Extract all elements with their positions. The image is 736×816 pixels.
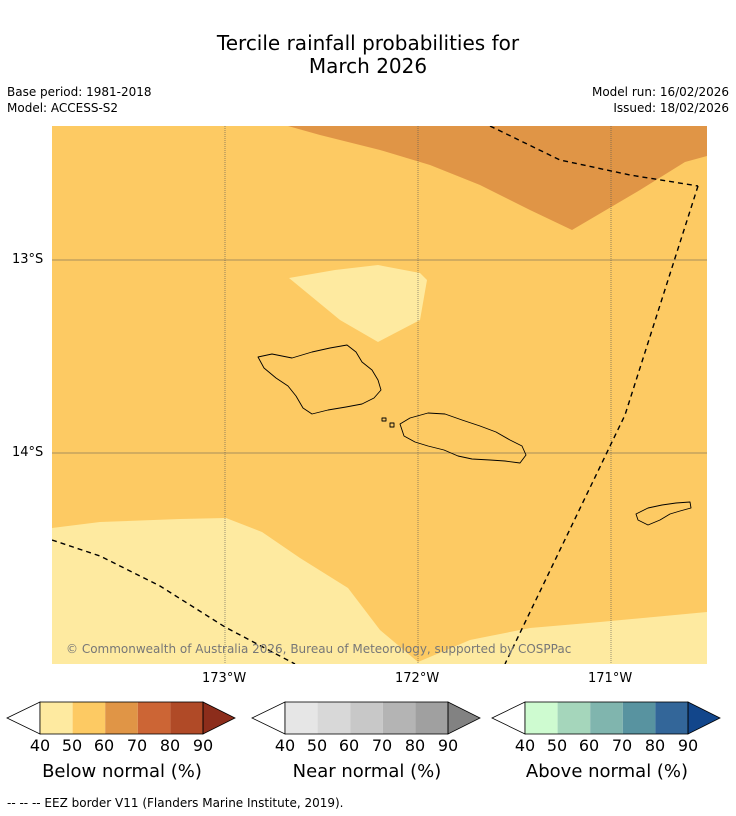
tick-label: 90 — [677, 736, 699, 755]
colorbar-outline — [39, 701, 204, 735]
colorbar-segment — [170, 702, 203, 734]
apolima-island-outline — [389, 422, 395, 428]
colorbar-segment — [105, 702, 138, 734]
tick-label: 60 — [578, 736, 600, 755]
near-normal-label: Near normal (%) — [292, 761, 442, 782]
lon-label-173w: 173°W — [202, 671, 247, 686]
tick-label: 40 — [29, 736, 51, 755]
tick-label: 40 — [274, 736, 296, 755]
above-normal-colorbar — [491, 701, 721, 735]
colorbar-extend-low — [6, 701, 41, 735]
colorbar-extend-high — [202, 701, 236, 735]
colorbar-outline — [284, 701, 449, 735]
tick-label: 70 — [611, 736, 633, 755]
colorbar-segment — [317, 702, 351, 734]
tick-label: 70 — [126, 736, 148, 755]
eez-footnote: -- -- -- EEZ border V11 (Flanders Marine… — [7, 796, 344, 810]
colorbar-segment — [525, 702, 558, 734]
base-period-text: Base period: 1981-2018 — [7, 85, 152, 99]
colorbar-segment — [137, 702, 171, 734]
tick-label: 90 — [437, 736, 459, 755]
colorbar-segment — [285, 702, 318, 734]
lat-label-13s: 13°S — [12, 252, 44, 267]
below-normal-colorbar — [6, 701, 236, 735]
upolu-island-outline — [399, 412, 527, 464]
colorbar-outline — [524, 701, 689, 735]
colorbar-segment — [622, 702, 656, 734]
copyright-text: © Commonwealth of Australia 2026, Bureau… — [66, 642, 571, 656]
colorbar-segment — [415, 702, 448, 734]
tick-label: 50 — [61, 736, 83, 755]
tick-label: 40 — [514, 736, 536, 755]
rainfall-probability-map: © Commonwealth of Australia 2026, Bureau… — [52, 126, 707, 664]
colorbar-segment — [72, 702, 106, 734]
colorbar-segment — [382, 702, 416, 734]
tick-label: 50 — [306, 736, 328, 755]
eez-border-north — [489, 126, 699, 187]
tick-label: 90 — [192, 736, 214, 755]
chart-title-line2: March 2026 — [308, 54, 428, 78]
probability-60-70-area — [288, 126, 707, 230]
near-normal-colorbar — [251, 701, 481, 735]
model-text: Model: ACCESS-S2 — [7, 101, 119, 115]
lon-label-171w: 171°W — [588, 671, 633, 686]
tick-label: 80 — [644, 736, 666, 755]
eez-border-southwest — [52, 539, 296, 664]
probability-40-50-patch — [289, 265, 427, 342]
probability-40-50-lower-area — [52, 518, 707, 664]
tutuila-island-outline — [635, 501, 692, 526]
colorbar-segment — [557, 702, 591, 734]
lat-label-14s: 14°S — [12, 445, 44, 460]
below-normal-label: Below normal (%) — [42, 761, 202, 782]
colorbar-extend-low — [251, 701, 286, 735]
tick-label: 70 — [371, 736, 393, 755]
colorbar-extend-high — [687, 701, 721, 735]
issued-text: Issued: 18/02/2026 — [613, 101, 729, 115]
colorbar-segment — [655, 702, 688, 734]
tick-label: 50 — [546, 736, 568, 755]
manono-island-outline — [381, 417, 387, 422]
model-run-text: Model run: 16/02/2026 — [591, 85, 729, 99]
above-normal-label: Above normal (%) — [525, 761, 689, 782]
eez-border-east — [504, 185, 699, 664]
colorbar-segment — [590, 702, 623, 734]
colorbar-segment — [350, 702, 383, 734]
tick-label: 60 — [338, 736, 360, 755]
colorbar-extend-high — [447, 701, 481, 735]
colorbar-segment — [40, 702, 73, 734]
colorbar-extend-low — [491, 701, 526, 735]
lon-label-172w: 172°W — [395, 671, 440, 686]
tick-label: 80 — [159, 736, 181, 755]
tick-label: 60 — [93, 736, 115, 755]
savaii-island-outline — [257, 344, 382, 415]
chart-title-line1: Tercile rainfall probabilities for — [216, 31, 520, 55]
tick-label: 80 — [404, 736, 426, 755]
